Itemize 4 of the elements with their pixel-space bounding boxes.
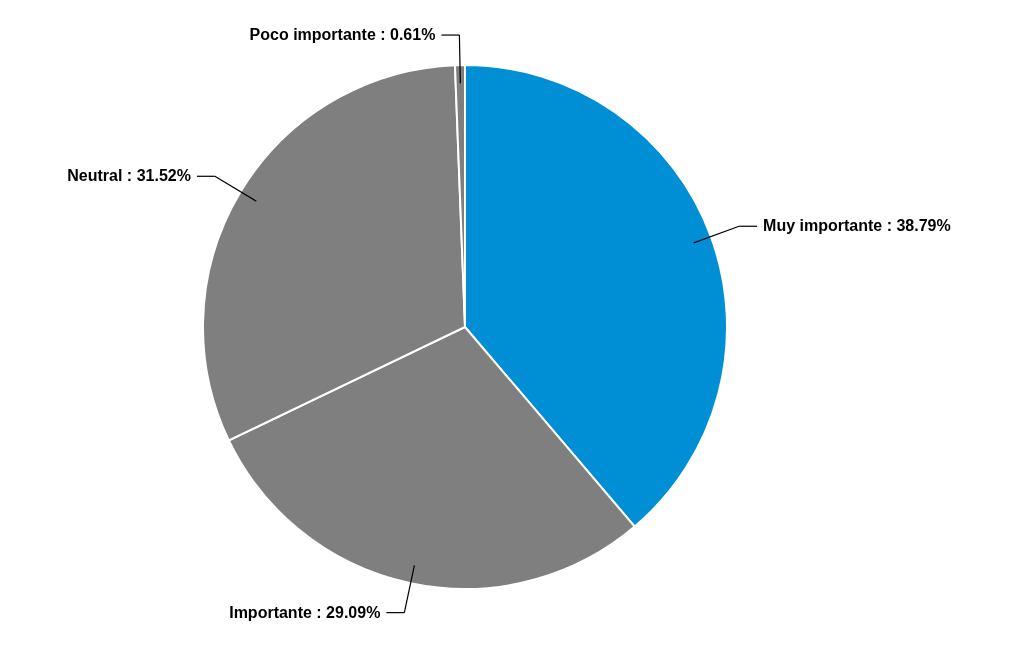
slice-label: Poco importante : 0.61% [249,26,436,44]
slice-label: Neutral : 31.52% [67,167,191,185]
slice-label: Muy importante : 38.79% [763,217,951,235]
slice-label: Importante : 29.09% [229,603,381,621]
